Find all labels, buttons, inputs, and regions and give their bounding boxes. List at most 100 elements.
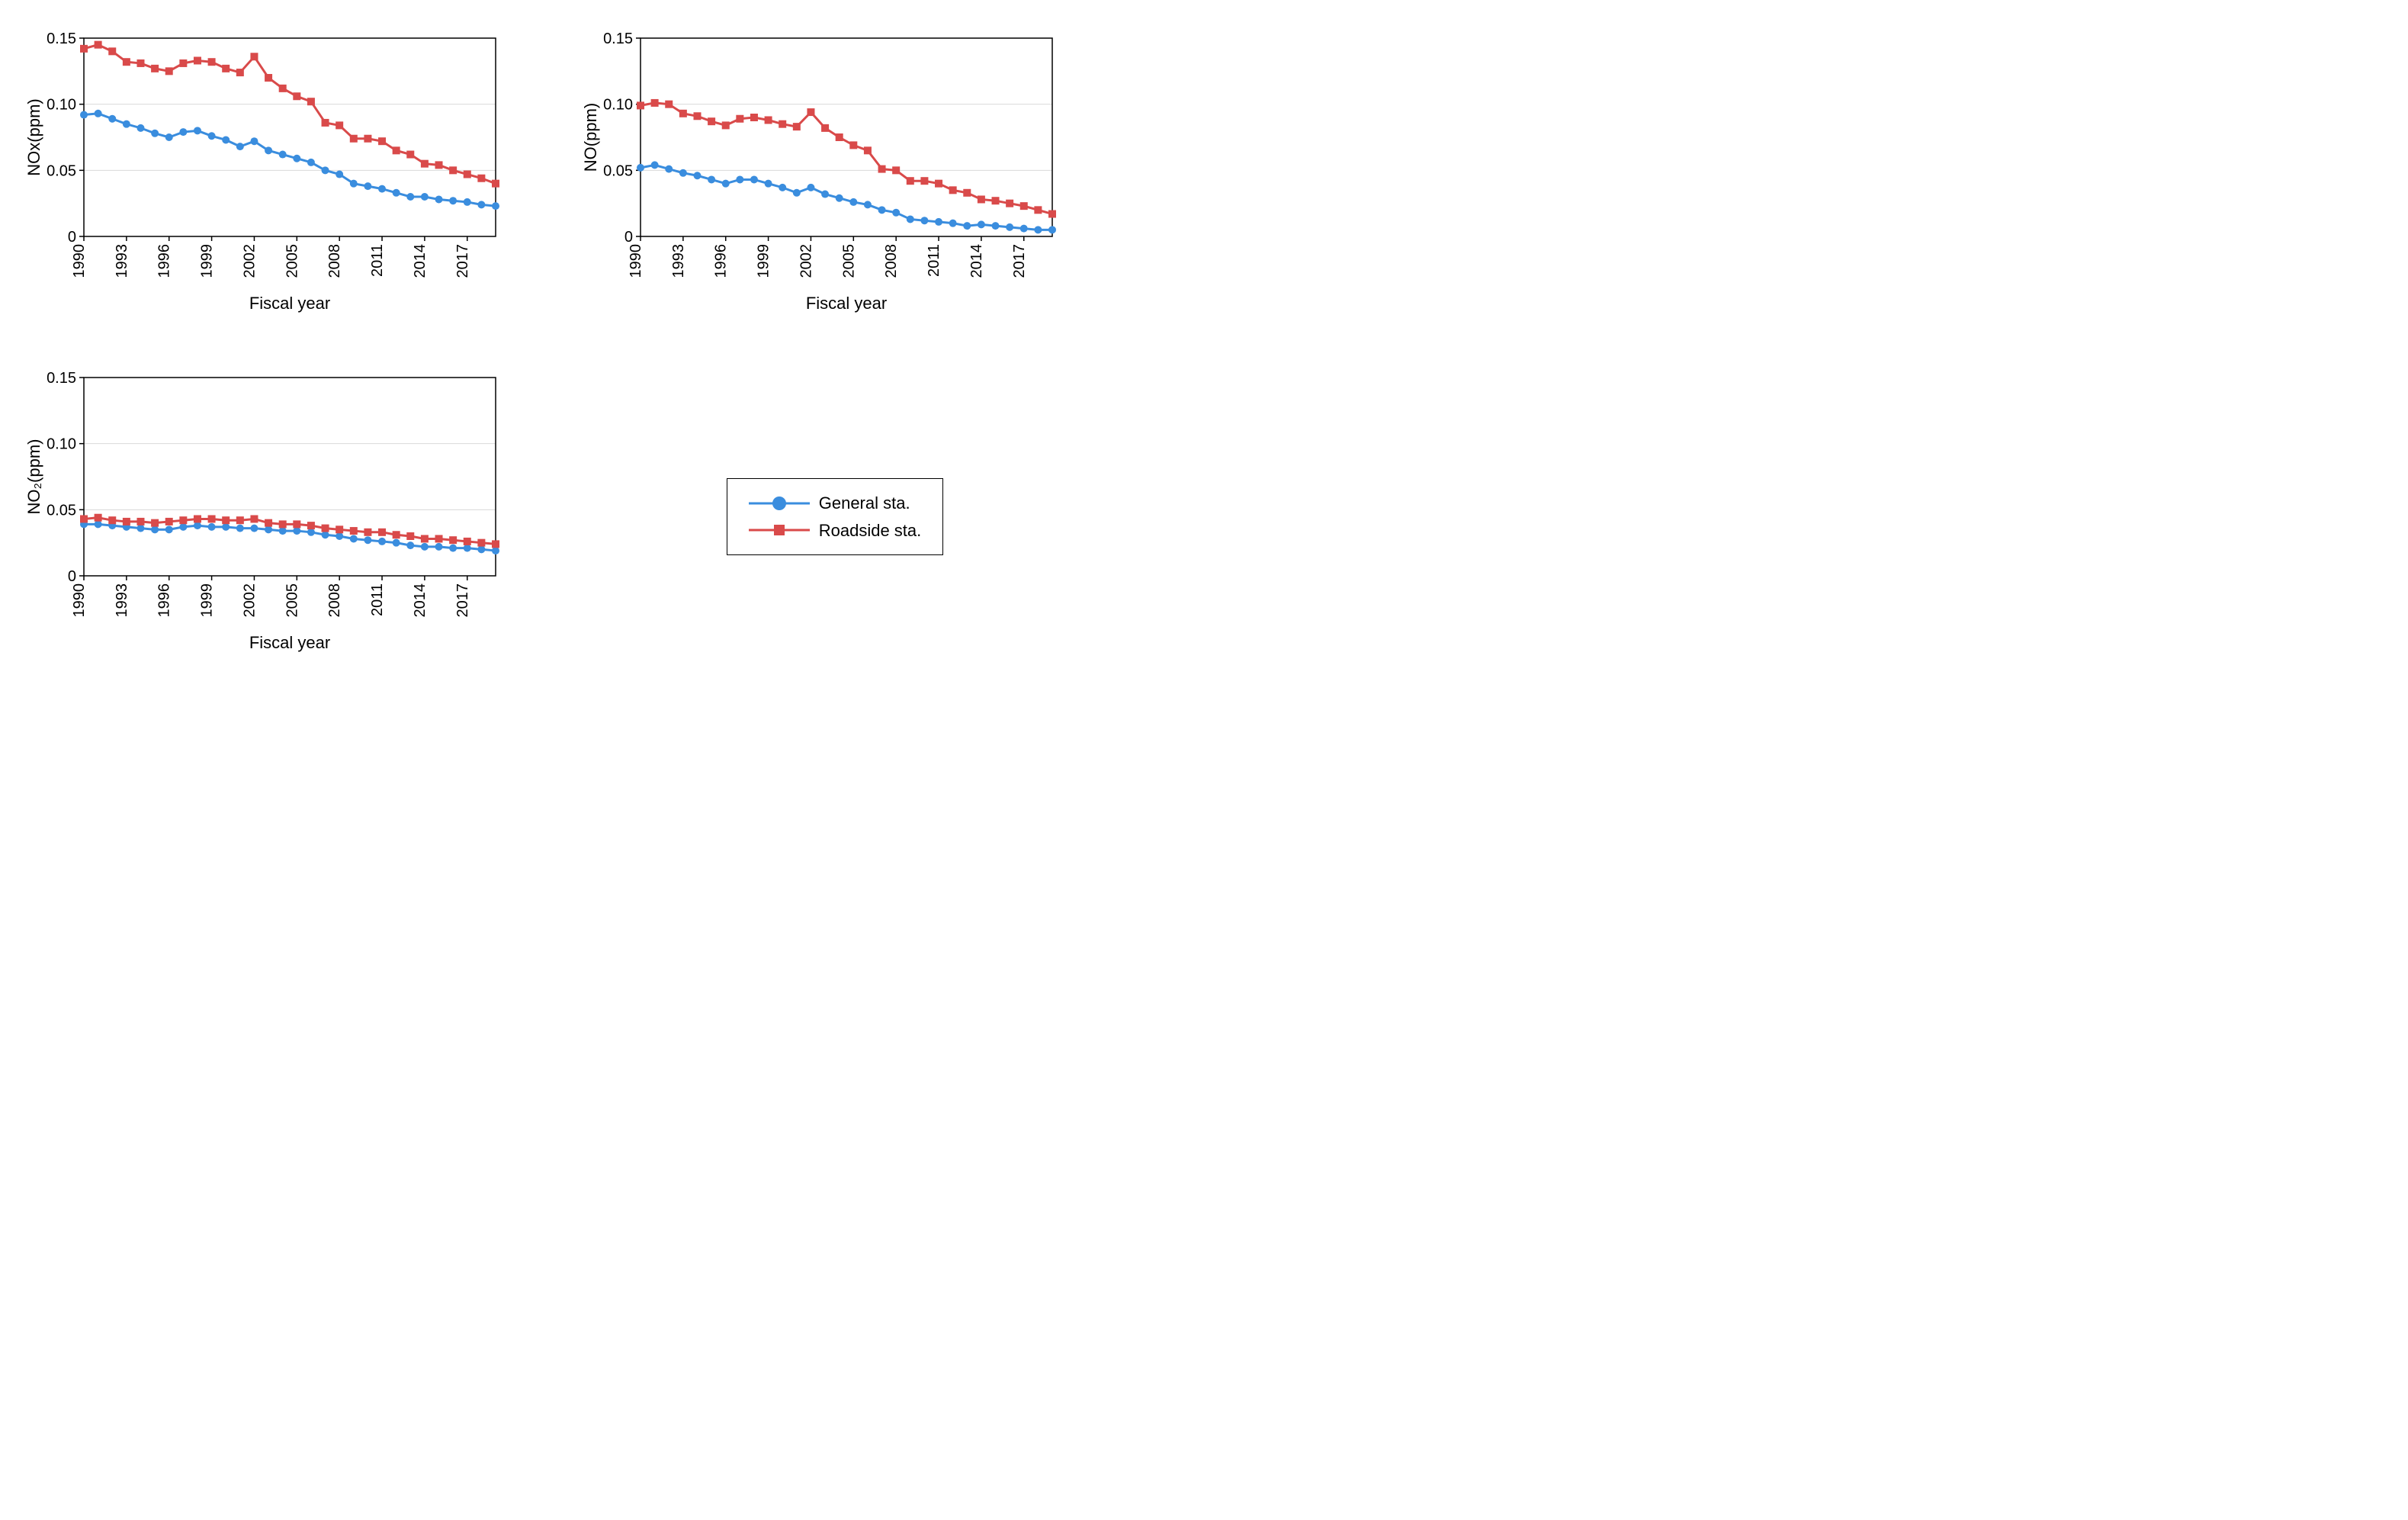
square-marker-icon [265,74,272,82]
square-marker-icon [322,119,329,127]
circle-marker-icon [222,136,230,143]
y-tick-label: 0 [624,229,633,246]
circle-marker-icon [393,539,400,547]
x-tick-label: 1999 [199,244,216,278]
circle-marker-icon [836,194,843,202]
square-marker-icon [293,520,300,528]
plot-border [84,38,496,236]
square-marker-icon [651,99,659,107]
circle-marker-icon [123,121,130,128]
circle-marker-icon [307,529,315,536]
square-marker-icon [836,133,843,141]
circle-marker-icon [279,527,287,535]
square-marker-icon [779,121,786,128]
square-marker-icon [736,115,743,123]
circle-marker-icon [1048,226,1056,233]
circle-marker-icon [477,545,485,553]
square-marker-icon [165,518,173,525]
x-tick-label: 1996 [156,244,173,278]
circle-marker-icon [736,175,743,183]
circle-marker-icon [136,525,144,532]
y-tick-label: 0 [68,568,76,585]
circle-marker-icon [179,523,187,531]
circle-marker-icon [492,547,499,554]
x-tick-label: 2008 [883,244,900,278]
circle-marker-icon [449,545,457,552]
square-marker-icon [123,518,130,525]
circle-marker-icon [236,143,244,150]
chart-svg: 00.050.100.15199019931996199920022005200… [23,362,511,667]
square-marker-icon [849,141,857,149]
x-tick-label: 2002 [241,583,258,618]
x-tick-label: 2011 [369,244,386,277]
circle-marker-icon [708,175,715,183]
square-marker-icon [722,121,730,129]
square-marker-icon [406,151,414,159]
square-marker-icon [963,189,971,197]
x-axis-label: Fiscal year [249,633,330,652]
y-axis-label: NOx(ppm) [24,98,43,175]
circle-marker-icon [250,525,258,532]
circle-marker-icon [393,189,400,197]
y-tick-label: 0.10 [47,97,76,114]
square-marker-icon [250,515,258,522]
circle-marker-icon [464,545,471,552]
circle-marker-icon [350,180,358,188]
circle-marker-icon [279,151,287,159]
x-tick-label: 1990 [628,244,644,278]
square-marker-icon [350,135,358,143]
square-marker-icon [464,171,471,178]
circle-marker-icon [151,130,159,137]
y-tick-label: 0.05 [47,502,76,519]
y-tick-label: 0.10 [47,436,76,453]
square-marker-icon [136,518,144,525]
x-tick-label: 2005 [284,244,300,278]
square-marker-icon [236,69,244,76]
y-tick-label: 0.05 [47,162,76,179]
plot-border [641,38,1052,236]
circle-marker-icon [151,525,159,533]
circle-marker-icon [95,110,102,117]
x-tick-label: 2014 [412,583,429,618]
square-marker-icon [949,186,957,194]
square-marker-icon [492,540,499,548]
circle-marker-icon [136,124,144,132]
square-marker-icon [435,535,443,542]
square-marker-icon [978,195,985,203]
circle-marker-icon [208,523,216,531]
circle-marker-icon [779,184,786,191]
y-tick-label: 0.10 [603,97,633,114]
square-marker-icon [80,515,88,522]
x-tick-label: 2005 [840,244,857,278]
square-marker-icon [179,59,187,67]
square-marker-icon [123,58,130,66]
square-marker-icon [665,101,673,108]
circle-marker-icon [179,128,187,136]
square-marker-icon [307,98,315,105]
square-marker-icon [892,166,900,174]
square-marker-icon [95,41,102,49]
series-line [641,165,1052,230]
circle-marker-icon [651,161,659,169]
circle-marker-icon [637,164,644,172]
square-marker-icon [194,56,201,64]
chart-grid: 00.050.100.15199019931996199920022005200… [23,23,1090,671]
circle-marker-icon [406,541,414,549]
square-marker-icon [336,121,343,129]
square-marker-icon [151,65,159,72]
circle-marker-icon [435,195,443,203]
square-marker-icon [393,146,400,154]
circle-marker-icon [679,169,687,177]
square-marker-icon [793,123,801,130]
circle-marker-icon [236,525,244,532]
square-marker-icon [307,522,315,529]
circle-marker-icon [80,111,88,119]
circle-marker-icon [864,201,872,208]
y-tick-label: 0.15 [47,370,76,387]
circle-marker-icon [920,217,928,224]
square-marker-icon [679,110,687,117]
x-tick-label: 2017 [454,583,471,618]
circle-marker-icon [265,146,272,154]
circle-marker-icon [95,520,102,528]
circle-marker-icon [307,159,315,166]
